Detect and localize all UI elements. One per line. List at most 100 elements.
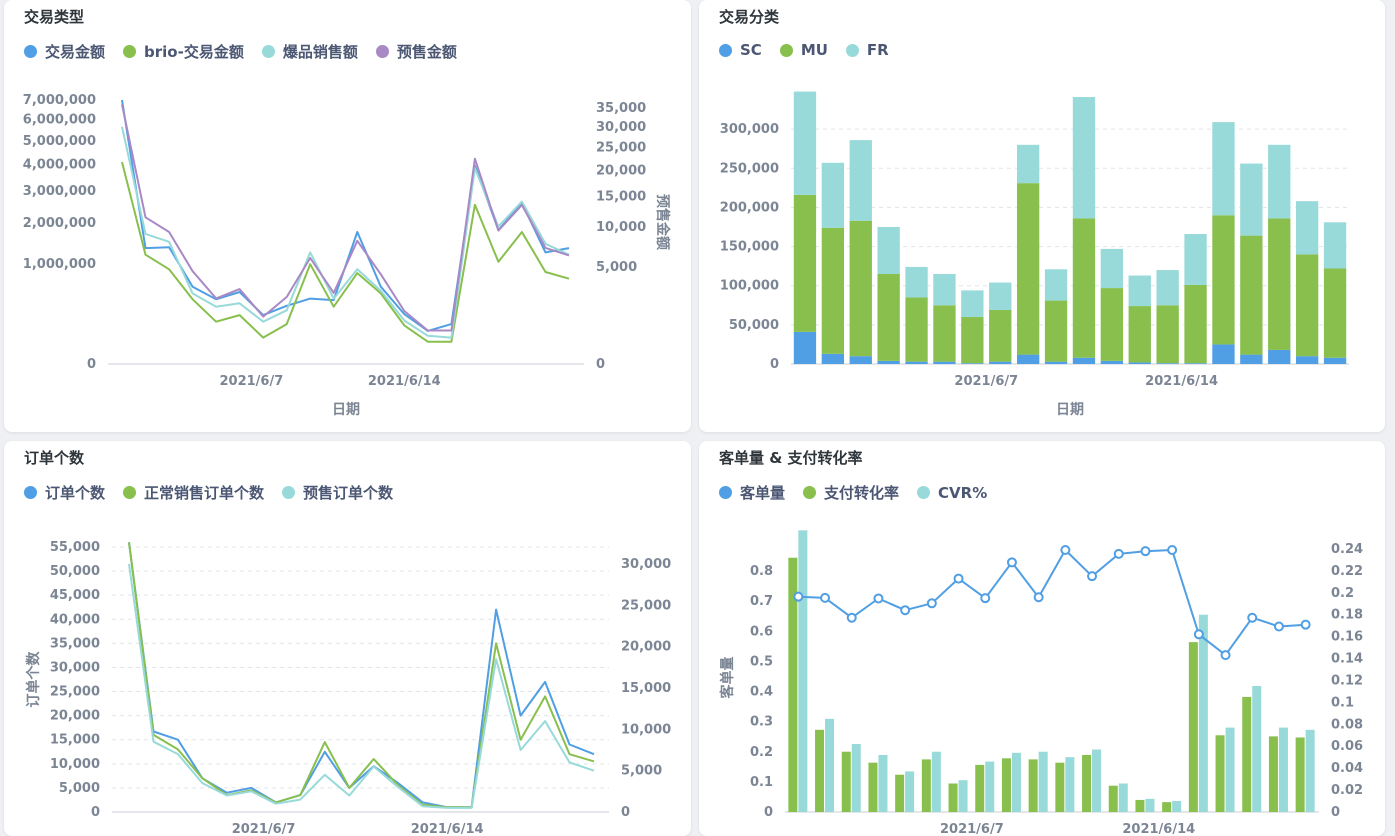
y2-axis-tick-label: 0.16	[1331, 630, 1363, 645]
y2-axis-tick-label: 0.24	[1331, 542, 1363, 557]
legend-item[interactable]: 支付转化率	[803, 482, 899, 503]
series-point	[1167, 544, 1178, 555]
series-point	[1140, 546, 1151, 557]
legend-dot-icon	[719, 43, 732, 57]
stacked-bar-segment	[905, 361, 928, 364]
stacked-bar-segment	[1323, 357, 1347, 364]
bar	[1038, 751, 1048, 812]
legend-label: CVR%	[938, 483, 988, 502]
y-axis-tick-label: 15,000	[50, 733, 100, 748]
x-axis-tick-label: 2021/6/7	[232, 822, 296, 836]
legend-label: MU	[800, 41, 828, 59]
stacked-bar-segment	[1072, 357, 1096, 364]
bar	[1198, 614, 1208, 812]
series-line	[121, 104, 570, 332]
y-axis-tick-label: 20,000	[50, 709, 100, 724]
stacked-bar-segment	[1184, 234, 1207, 285]
legend-dot-icon	[719, 486, 732, 499]
bar	[878, 755, 888, 812]
bar	[788, 557, 798, 812]
stacked-bar-segment	[1100, 360, 1124, 364]
y2-axis-tick-label: 0.18	[1331, 608, 1363, 623]
card-title: 客单量 & 支付转化率	[719, 449, 863, 467]
stacked-bar-segment	[1156, 363, 1179, 364]
stacked-bar-segment	[877, 227, 900, 274]
stacked-bar-segment	[1072, 218, 1096, 358]
series-point	[1087, 571, 1098, 582]
bar	[1055, 762, 1065, 812]
legend-item[interactable]: 交易金额	[24, 41, 105, 62]
y-axis-title: 订单个数	[25, 651, 42, 708]
y-axis-tick-label: 40,000	[50, 612, 100, 627]
y-axis-tick-label: 0.4	[750, 685, 773, 700]
legend-item[interactable]: SC	[719, 41, 762, 59]
chart-legend: SC MU FR	[719, 41, 889, 59]
legend-dot-icon	[375, 45, 389, 58]
bar	[825, 718, 835, 812]
series-line	[798, 549, 1306, 657]
legend-item[interactable]: 客单量	[719, 482, 785, 503]
legend-item[interactable]: CVR%	[917, 482, 987, 503]
stacked-bar-segment	[1268, 349, 1291, 364]
stacked-bar-segment	[793, 194, 817, 332]
y-axis-tick-label: 0	[87, 357, 96, 372]
x-axis-tick-label: 2021/6/14	[411, 822, 484, 836]
y-axis-title: 客单量	[719, 657, 736, 700]
card-title: 交易类型	[24, 8, 85, 26]
stacked-bar-segment	[1184, 363, 1207, 364]
legend-item[interactable]: FR	[845, 41, 889, 59]
legend-item[interactable]: 预售金额	[375, 41, 457, 62]
chart-card-transaction-type: 交易类型 交易金额 brio-交易金额 爆品销售额 预售金额 7,000,000 6,0…	[4, 0, 691, 432]
bar	[1252, 685, 1262, 812]
y-axis-tick-label: 25,000	[50, 685, 100, 700]
series-point	[846, 612, 857, 623]
y-axis-tick-label: 0	[770, 357, 779, 372]
stacked-bar-segment	[961, 290, 984, 318]
combo-chart-aov-conversion: 0.8 0.7 0.6 0.5 0.4 0.3 0.2 0.1 0 0.24 0.22 0.2 0.18…	[719, 530, 1363, 836]
legend-item[interactable]: brio-交易金额	[123, 41, 244, 62]
y-axis-tick-label: 100,000	[720, 279, 779, 294]
legend-dot-icon	[123, 486, 137, 499]
stacked-bar-segment	[877, 360, 900, 364]
y-axis-tick-label: 250,000	[720, 161, 779, 176]
stacked-bar-segment	[989, 361, 1012, 364]
bar	[905, 771, 915, 812]
stacked-bar-segment	[1240, 235, 1263, 355]
stacked-bar-segment	[849, 140, 872, 221]
stacked-bar-segment	[933, 273, 956, 306]
series-point	[926, 598, 937, 609]
bar	[1278, 727, 1288, 812]
y2-axis-tick-label: 0	[596, 357, 605, 372]
y2-axis-tick-label: 30,000	[621, 557, 671, 572]
bar	[985, 761, 995, 812]
y-axis-tick-label: 10,000	[50, 757, 100, 772]
stacked-bar-segment	[1212, 344, 1235, 364]
bar	[1242, 696, 1252, 812]
y-axis-tick-label: 1,000,000	[23, 257, 96, 272]
chart-card-order-count: 订单个数 订单个数 正常销售订单个数 预售订单个数 55,000 50,000 45,0…	[4, 441, 691, 836]
stacked-bar-segment	[849, 356, 872, 364]
chart-legend: 客单量 支付转化率 CVR%	[719, 482, 987, 503]
series-line	[128, 542, 595, 809]
bar	[1188, 642, 1198, 812]
series-point	[1273, 621, 1284, 632]
legend-item[interactable]: 预售订单个数	[282, 482, 393, 503]
legend-item[interactable]: MU	[779, 41, 828, 59]
legend-item[interactable]: 订单个数	[24, 482, 105, 503]
stacked-bar-segment	[1295, 254, 1319, 357]
x-axis-tick-label: 2021/6/7	[954, 374, 1018, 389]
bar	[931, 751, 941, 812]
bar	[1001, 758, 1011, 812]
legend-item[interactable]: 爆品销售额	[261, 41, 358, 62]
stacked-bar-segment	[1323, 222, 1347, 269]
y2-axis-tick-label: 0.04	[1331, 761, 1363, 776]
x-axis-title: 日期	[332, 402, 360, 418]
legend-item[interactable]: 正常销售订单个数	[123, 482, 264, 503]
bar	[1135, 799, 1145, 812]
y2-axis-tick-label: 25,000	[621, 598, 671, 613]
chart-legend: 订单个数 正常销售订单个数 预售订单个数	[24, 482, 393, 503]
y2-axis-tick-label: 15,000	[621, 681, 671, 696]
x-axis-tick-label: 2021/6/7	[940, 822, 1004, 836]
bar	[948, 783, 958, 812]
legend-dot-icon	[845, 43, 859, 57]
